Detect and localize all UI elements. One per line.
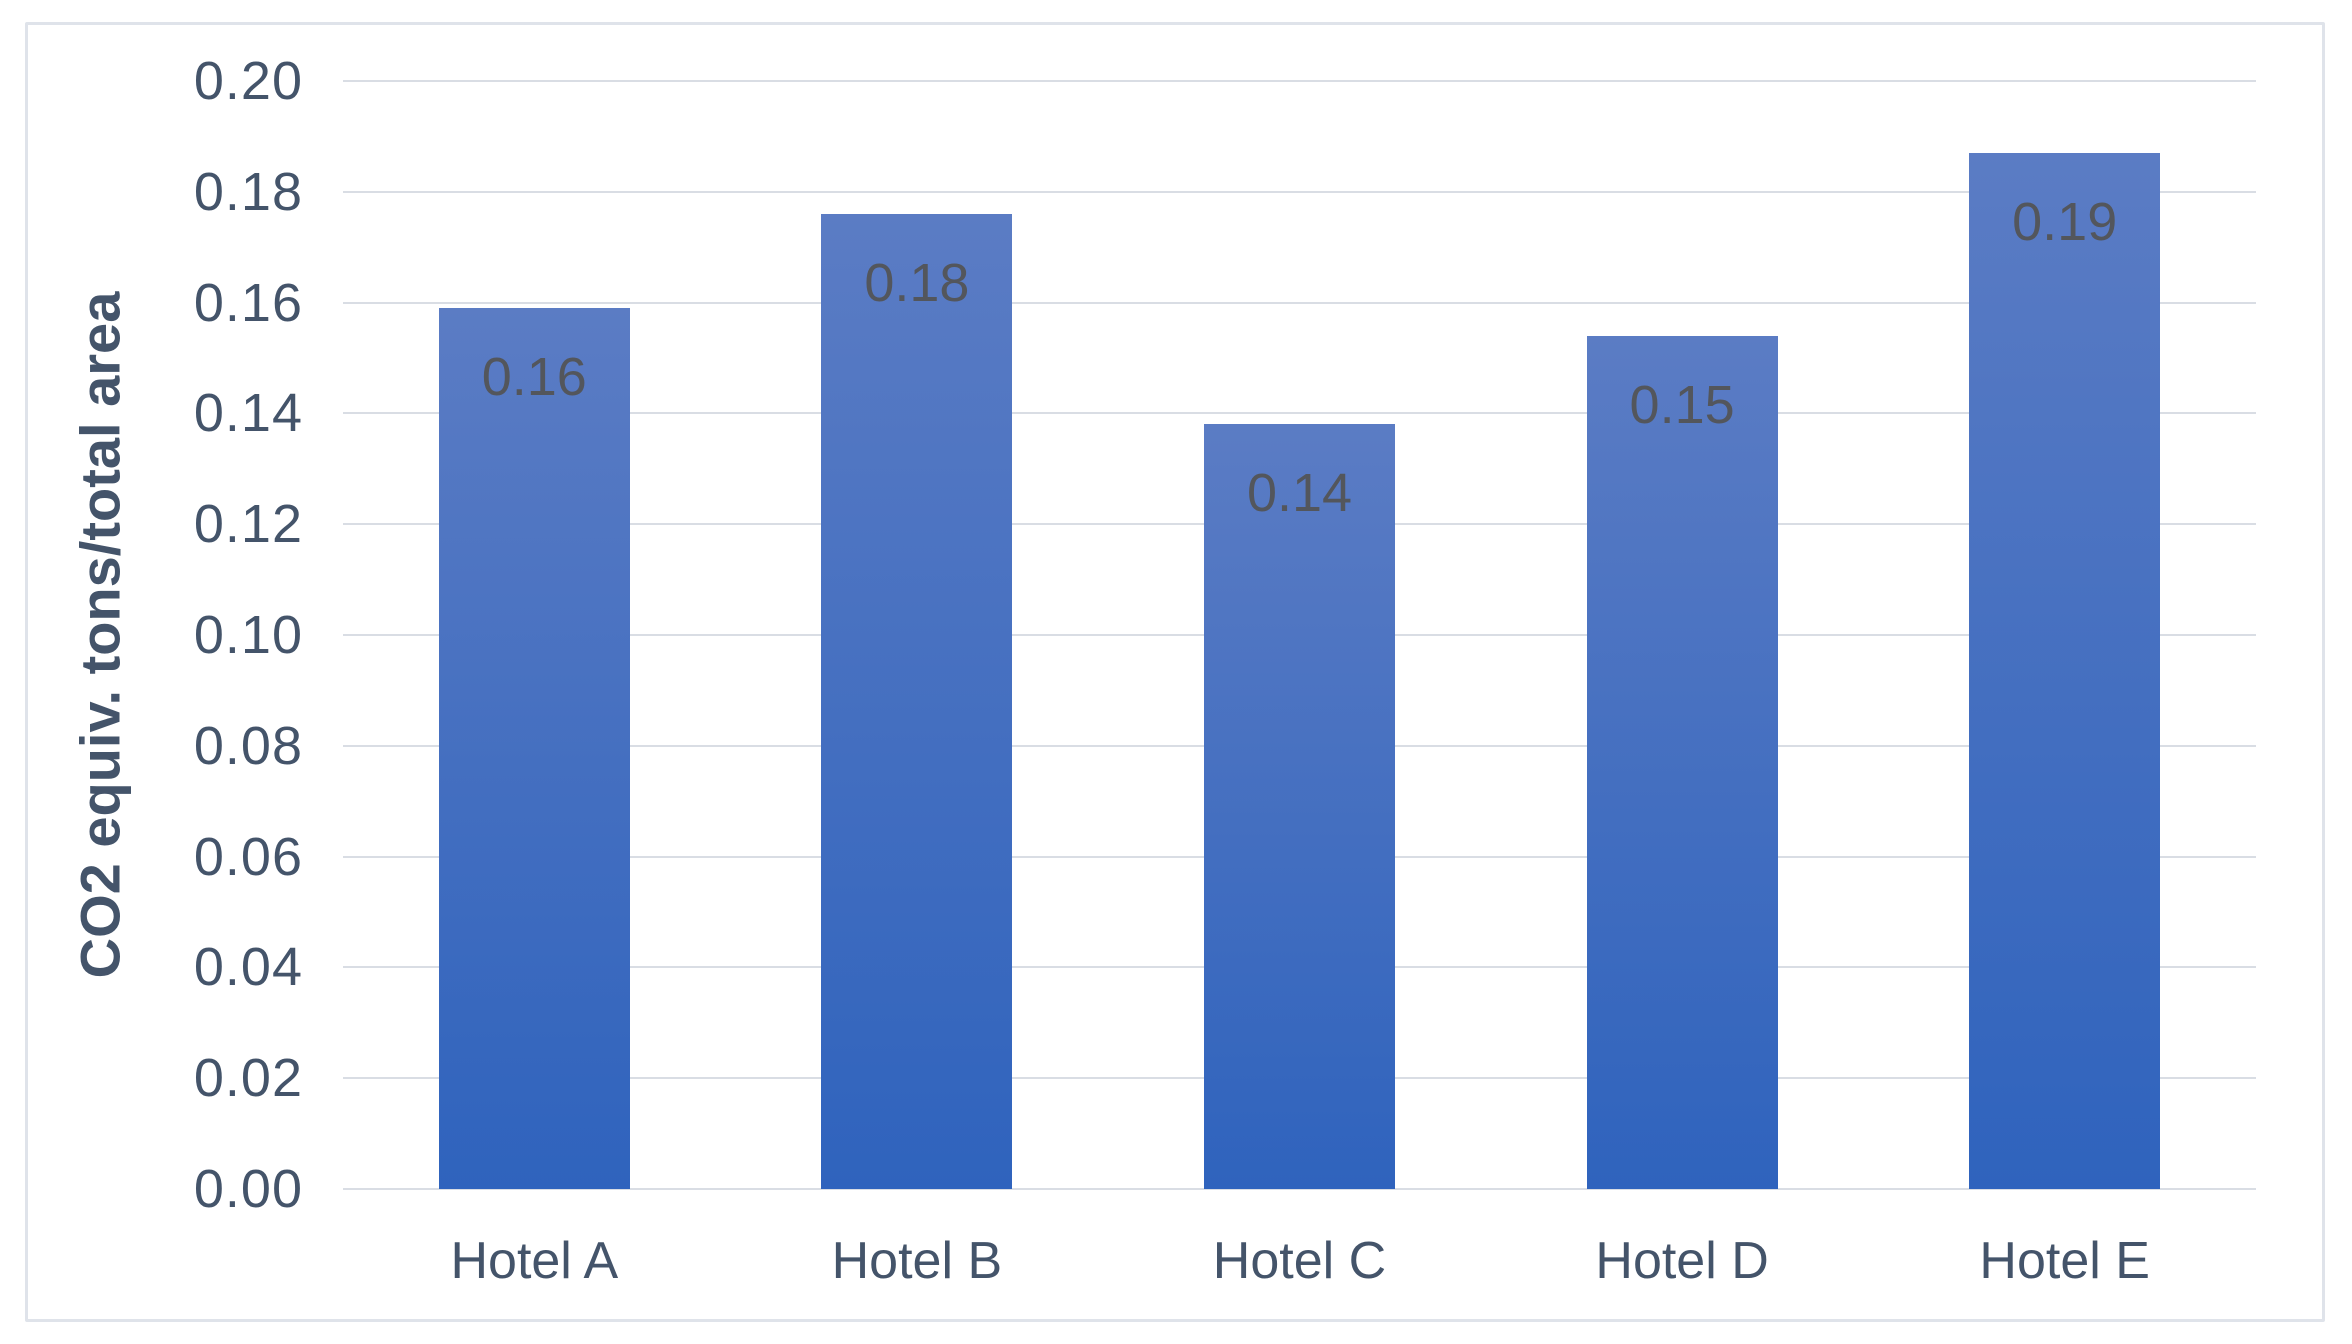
y-tick-label: 0.08 [193, 715, 303, 776]
x-tick-label: Hotel C [1212, 1232, 1387, 1290]
x-tick-label: Hotel A [450, 1232, 619, 1290]
y-tick-label: 0.18 [193, 161, 303, 222]
bar-hotel-a: 0.16 [438, 308, 630, 1189]
bar-value-label: 0.18 [864, 253, 970, 313]
bar-value-label: 0.14 [1246, 463, 1353, 523]
y-tick-label: 0.12 [193, 494, 303, 555]
bar-hotel-b: 0.18 [821, 214, 1013, 1189]
x-tick-label: Hotel E [1979, 1232, 2150, 1290]
chart-container: CO2 equiv. tons/total area 0.00 0.02 0.04 0… [25, 22, 2325, 1322]
bar-value-label: 0.16 [481, 347, 587, 407]
y-tick-label: 0.14 [193, 383, 303, 444]
bar-hotel-d: 0.15 [1586, 336, 1778, 1189]
y-tick-label: 0.16 [193, 272, 303, 333]
bar-value-label: 0.15 [1629, 375, 1735, 435]
x-tick-label: Hotel D [1595, 1232, 1769, 1290]
y-tick-label: 0.10 [193, 605, 303, 665]
bar-hotel-e: 0.19 [1969, 153, 2161, 1189]
bar-value-label: 0.19 [2012, 192, 2118, 252]
gridline [343, 412, 2256, 415]
gridline [343, 301, 2256, 304]
bar-hotel-c: 0.14 [1204, 424, 1395, 1189]
y-tick-label: 0.02 [193, 1048, 303, 1109]
gridline [343, 190, 2256, 193]
y-tick-label: 0.00 [193, 1159, 303, 1219]
y-tick-label: 0.20 [193, 51, 303, 111]
gridline [343, 1188, 2256, 1190]
y-tick-label: 0.04 [193, 937, 303, 998]
y-tick-label: 0.06 [193, 826, 303, 887]
x-tick-label: Hotel B [831, 1232, 1003, 1290]
gridline [343, 80, 2256, 82]
